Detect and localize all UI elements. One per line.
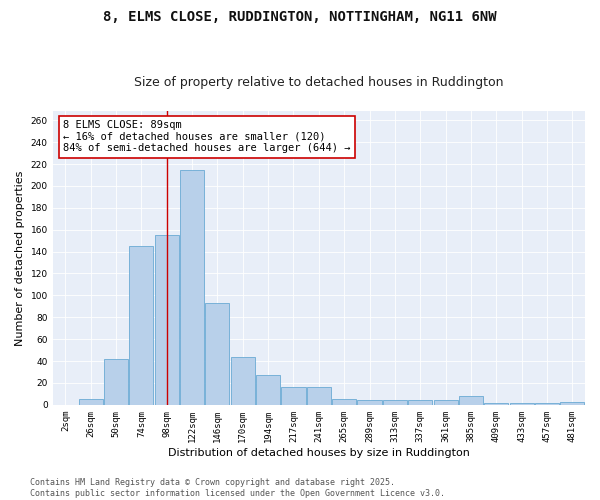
Bar: [358, 400, 382, 405]
Bar: [332, 400, 356, 405]
Bar: [231, 356, 255, 405]
Y-axis label: Number of detached properties: Number of detached properties: [15, 170, 25, 346]
Text: 8 ELMS CLOSE: 89sqm
← 16% of detached houses are smaller (120)
84% of semi-detac: 8 ELMS CLOSE: 89sqm ← 16% of detached ho…: [64, 120, 351, 154]
Bar: [307, 388, 331, 405]
X-axis label: Distribution of detached houses by size in Ruddington: Distribution of detached houses by size …: [168, 448, 470, 458]
Bar: [560, 402, 584, 405]
Bar: [79, 400, 103, 405]
Bar: [535, 402, 559, 405]
Bar: [281, 388, 305, 405]
Text: 8, ELMS CLOSE, RUDDINGTON, NOTTINGHAM, NG11 6NW: 8, ELMS CLOSE, RUDDINGTON, NOTTINGHAM, N…: [103, 10, 497, 24]
Bar: [130, 246, 154, 405]
Bar: [205, 303, 229, 405]
Bar: [155, 235, 179, 405]
Bar: [459, 396, 483, 405]
Bar: [256, 376, 280, 405]
Title: Size of property relative to detached houses in Ruddington: Size of property relative to detached ho…: [134, 76, 503, 90]
Bar: [180, 170, 204, 405]
Bar: [104, 359, 128, 405]
Bar: [484, 402, 508, 405]
Bar: [434, 400, 458, 405]
Bar: [509, 402, 533, 405]
Bar: [383, 400, 407, 405]
Text: Contains HM Land Registry data © Crown copyright and database right 2025.
Contai: Contains HM Land Registry data © Crown c…: [30, 478, 445, 498]
Bar: [408, 400, 432, 405]
